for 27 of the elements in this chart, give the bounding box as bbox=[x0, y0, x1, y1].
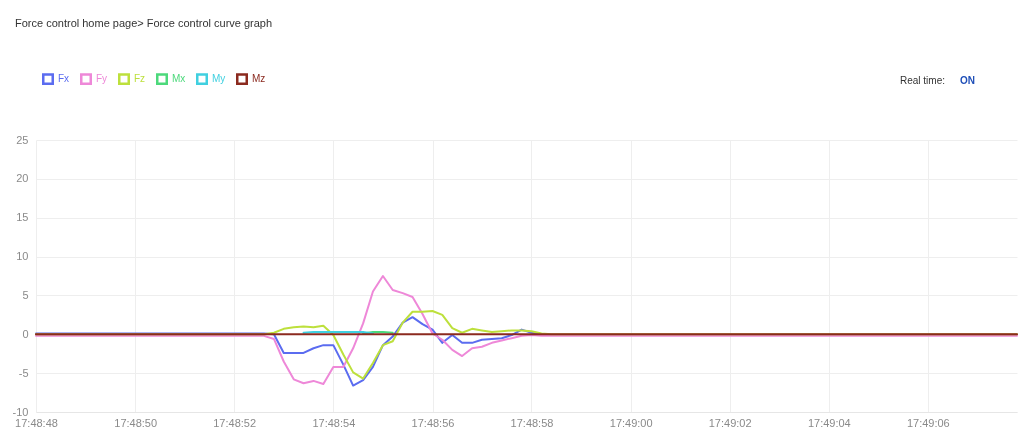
x-tick-label: 17:49:06 bbox=[906, 416, 950, 429]
text: ON bbox=[960, 75, 975, 86]
y-tick-label: 20 bbox=[16, 172, 29, 185]
x-tick-label: 17:49:04 bbox=[807, 416, 851, 429]
x-tick-label: 17:49:00 bbox=[609, 416, 653, 429]
x-tick-label: 17:48:56 bbox=[411, 416, 455, 429]
x-tick-label: 17:48:54 bbox=[312, 416, 356, 429]
x-tick-label: 17:48:58 bbox=[510, 416, 554, 429]
legend-label: Fz bbox=[134, 73, 146, 85]
y-tick-label: 5 bbox=[22, 288, 29, 301]
y-tick-label: -5 bbox=[18, 366, 29, 379]
y-tick-label: 10 bbox=[16, 250, 29, 263]
chart-title: Force control home page> Force control curve graph bbox=[15, 17, 273, 29]
x-tick-label: 17:48:52 bbox=[213, 416, 257, 429]
legend-label: Fx bbox=[58, 73, 70, 85]
legend-label: My bbox=[212, 73, 226, 85]
x-tick-label: 17:48:48 bbox=[15, 416, 58, 429]
x-tick-label: 17:49:02 bbox=[708, 416, 752, 429]
y-tick-label: 15 bbox=[16, 211, 29, 224]
y-tick-label: 0 bbox=[22, 327, 29, 340]
text: Real time: bbox=[899, 75, 945, 86]
y-tick-label: 25 bbox=[16, 133, 29, 146]
x-tick-label: 17:48:50 bbox=[114, 416, 158, 429]
legend-label: Mz bbox=[252, 73, 266, 85]
legend-label: Fy bbox=[96, 73, 108, 85]
y-tick-label: -10 bbox=[12, 405, 29, 418]
legend-label: Mx bbox=[172, 73, 186, 85]
